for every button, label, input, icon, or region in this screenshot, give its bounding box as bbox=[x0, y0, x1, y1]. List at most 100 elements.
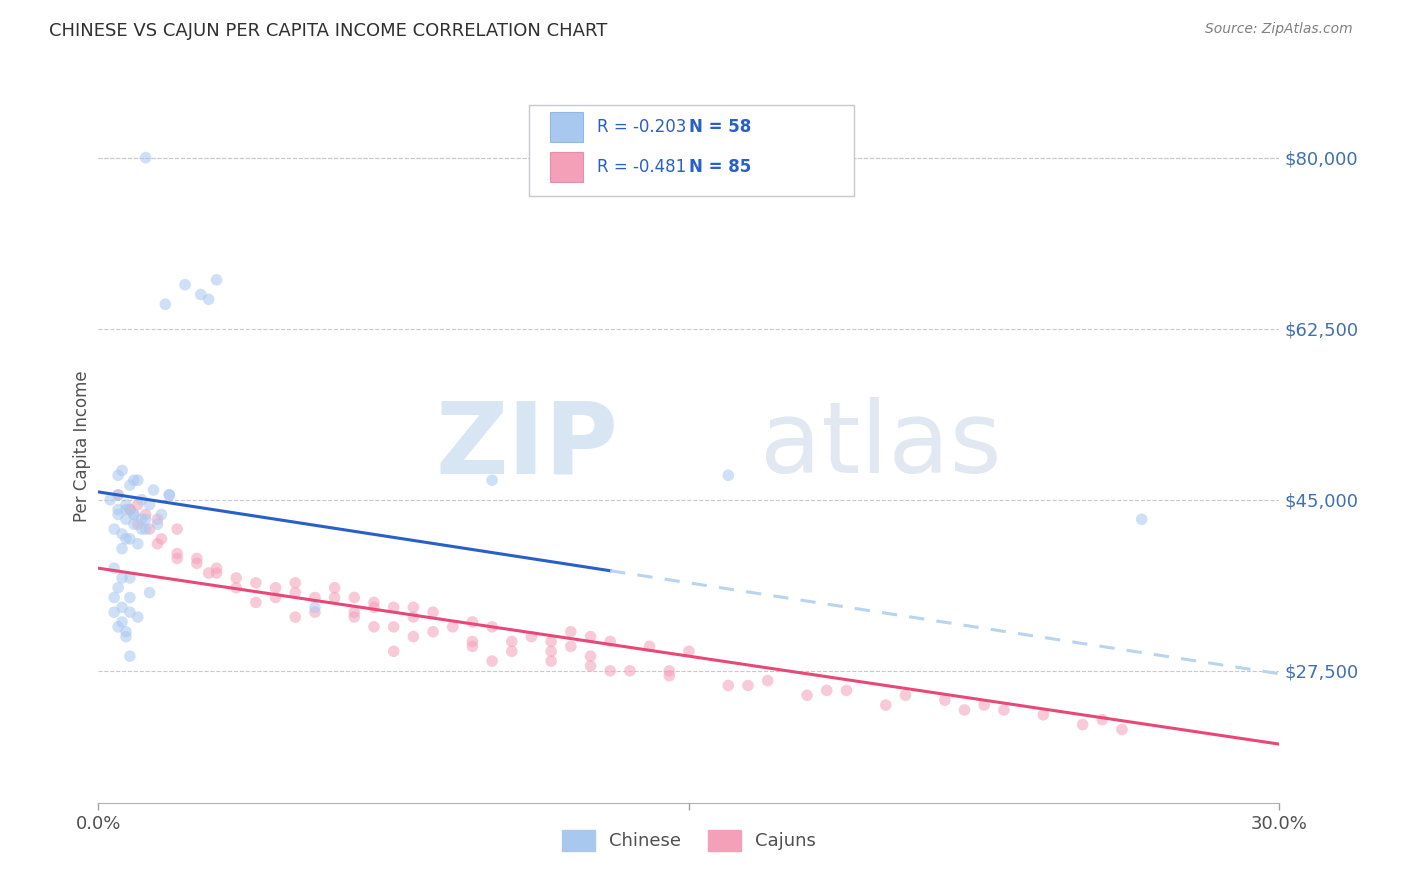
Point bbox=[1091, 713, 1114, 727]
Point bbox=[197, 293, 219, 307]
Point bbox=[118, 571, 141, 585]
Point bbox=[599, 634, 621, 648]
Bar bbox=[550, 112, 582, 142]
Point bbox=[103, 522, 125, 536]
Point bbox=[323, 591, 346, 605]
Point bbox=[135, 512, 157, 526]
Point bbox=[146, 512, 169, 526]
Point bbox=[1071, 717, 1094, 731]
Point bbox=[122, 517, 145, 532]
Point bbox=[717, 468, 740, 483]
Point bbox=[118, 502, 141, 516]
Point bbox=[111, 600, 134, 615]
Point bbox=[225, 581, 247, 595]
Point bbox=[264, 591, 287, 605]
Point bbox=[579, 659, 602, 673]
Point bbox=[107, 502, 129, 516]
Point bbox=[146, 517, 169, 532]
Point bbox=[127, 473, 149, 487]
Point bbox=[363, 600, 385, 615]
Point bbox=[560, 640, 582, 654]
Point bbox=[138, 585, 160, 599]
Text: N = 85: N = 85 bbox=[689, 158, 751, 176]
Point bbox=[115, 630, 138, 644]
Point bbox=[166, 522, 188, 536]
Point bbox=[422, 605, 444, 619]
Point bbox=[103, 561, 125, 575]
Text: R = -0.203: R = -0.203 bbox=[596, 118, 686, 136]
Point bbox=[186, 551, 208, 566]
Point bbox=[934, 693, 956, 707]
Point bbox=[107, 488, 129, 502]
Point bbox=[973, 698, 995, 712]
Point bbox=[157, 488, 180, 502]
Point bbox=[835, 683, 858, 698]
Text: Source: ZipAtlas.com: Source: ZipAtlas.com bbox=[1205, 22, 1353, 37]
Text: N = 58: N = 58 bbox=[689, 118, 751, 136]
Point bbox=[111, 463, 134, 477]
Point bbox=[111, 571, 134, 585]
Point bbox=[875, 698, 897, 712]
Point bbox=[98, 492, 121, 507]
Text: R = -0.481: R = -0.481 bbox=[596, 158, 686, 176]
Point bbox=[678, 644, 700, 658]
Point bbox=[304, 605, 326, 619]
Point bbox=[284, 585, 307, 599]
Point bbox=[225, 571, 247, 585]
Text: ZIP: ZIP bbox=[436, 398, 619, 494]
Point bbox=[166, 547, 188, 561]
Point bbox=[118, 478, 141, 492]
Point bbox=[118, 502, 141, 516]
Text: atlas: atlas bbox=[759, 398, 1001, 494]
Point bbox=[737, 678, 759, 692]
Point bbox=[103, 605, 125, 619]
Point bbox=[540, 654, 562, 668]
Point bbox=[115, 502, 138, 516]
Point bbox=[107, 620, 129, 634]
Text: CHINESE VS CAJUN PER CAPITA INCOME CORRELATION CHART: CHINESE VS CAJUN PER CAPITA INCOME CORRE… bbox=[49, 22, 607, 40]
Point bbox=[540, 634, 562, 648]
FancyBboxPatch shape bbox=[530, 105, 855, 196]
Point bbox=[1032, 707, 1054, 722]
Y-axis label: Per Capita Income: Per Capita Income bbox=[73, 370, 91, 522]
Point bbox=[756, 673, 779, 688]
Point bbox=[382, 600, 405, 615]
Point bbox=[150, 532, 173, 546]
Point bbox=[402, 610, 425, 624]
Point bbox=[579, 630, 602, 644]
Point bbox=[343, 591, 366, 605]
Point bbox=[115, 498, 138, 512]
Point bbox=[481, 473, 503, 487]
Point bbox=[501, 634, 523, 648]
Point bbox=[382, 644, 405, 658]
Point bbox=[658, 669, 681, 683]
Point bbox=[304, 600, 326, 615]
Point bbox=[127, 498, 149, 512]
Point bbox=[157, 488, 180, 502]
Point bbox=[520, 630, 543, 644]
Point bbox=[197, 566, 219, 580]
Point bbox=[540, 644, 562, 658]
Point bbox=[107, 581, 129, 595]
Point bbox=[441, 620, 464, 634]
Point bbox=[304, 591, 326, 605]
Point bbox=[717, 678, 740, 692]
Point bbox=[993, 703, 1015, 717]
Point bbox=[118, 605, 141, 619]
Point bbox=[135, 508, 157, 522]
Point bbox=[122, 508, 145, 522]
Point bbox=[122, 473, 145, 487]
Point bbox=[127, 537, 149, 551]
Point bbox=[103, 591, 125, 605]
Point bbox=[363, 595, 385, 609]
Point bbox=[127, 610, 149, 624]
Point bbox=[131, 512, 153, 526]
Point bbox=[796, 688, 818, 702]
Point bbox=[118, 532, 141, 546]
Point bbox=[155, 297, 177, 311]
Point bbox=[135, 151, 157, 165]
Point bbox=[111, 541, 134, 556]
Point bbox=[284, 610, 307, 624]
Point bbox=[146, 537, 169, 551]
Point bbox=[245, 575, 267, 590]
